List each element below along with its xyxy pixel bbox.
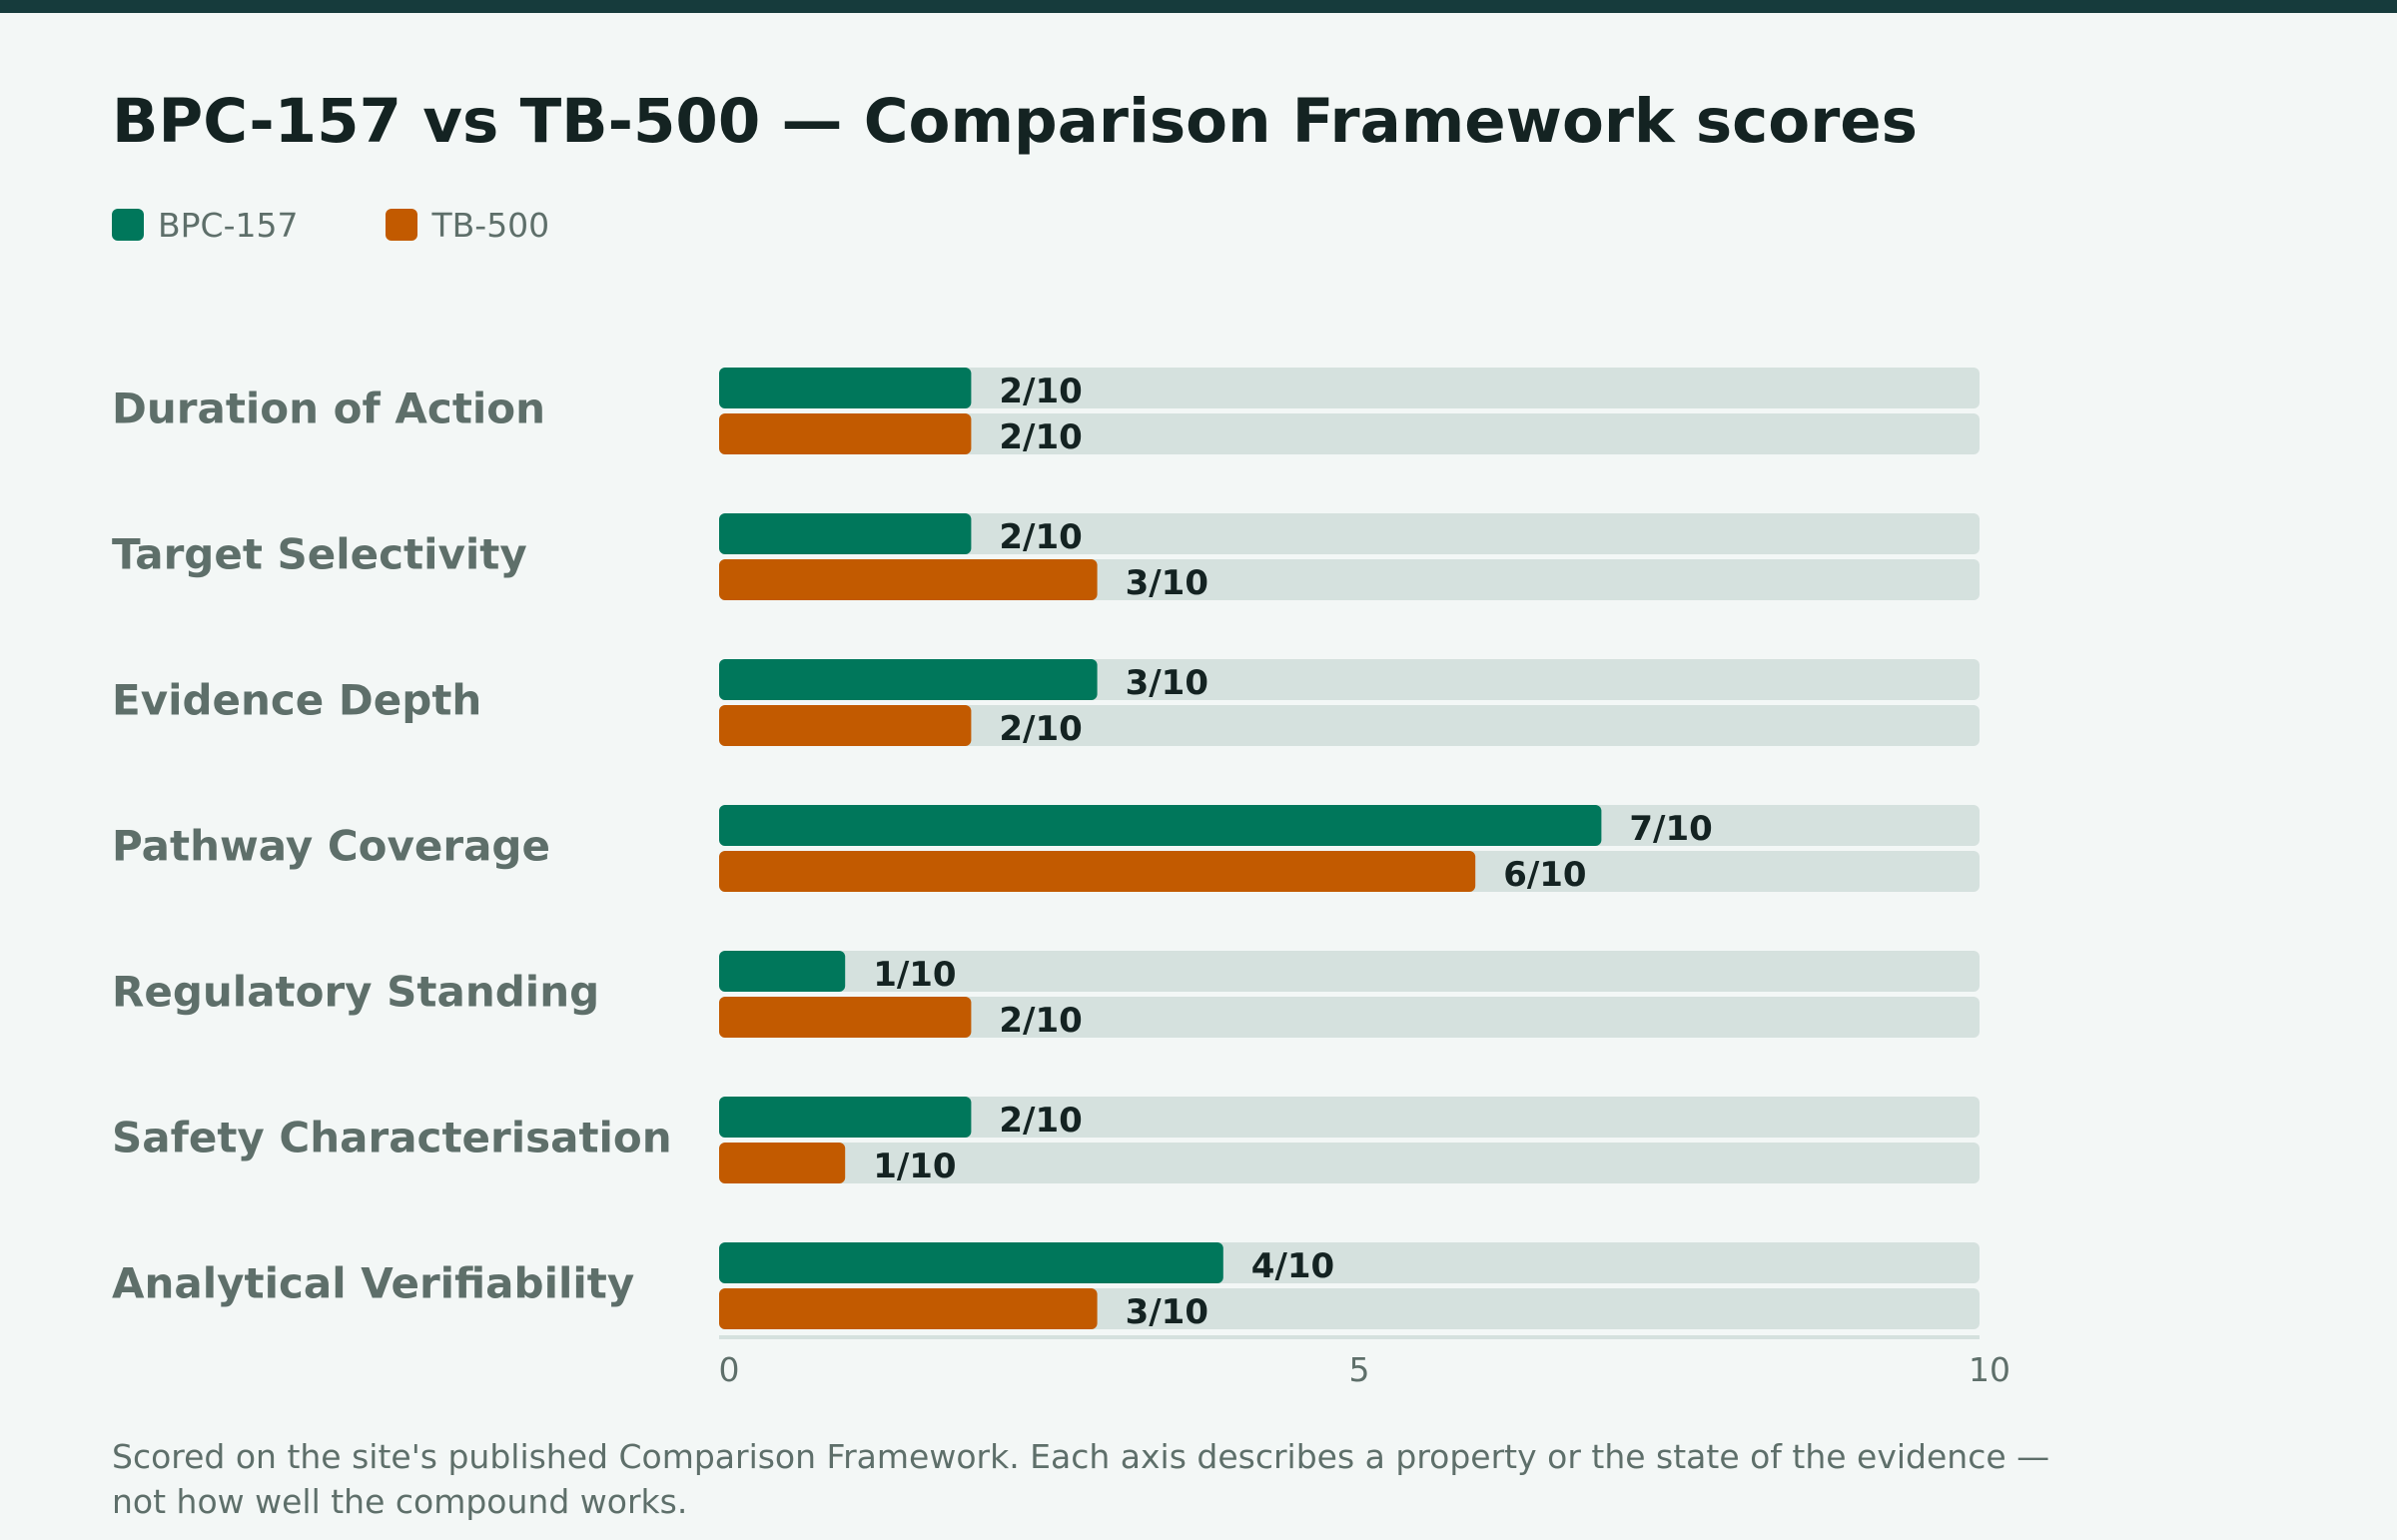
legend-label-bpc157: BPC-157 <box>158 205 299 245</box>
category-label: Target Selectivity <box>112 530 527 579</box>
bar-track <box>719 951 1980 992</box>
legend-item-bpc157: BPC-157 <box>112 206 298 245</box>
category-label: Pathway Coverage <box>112 822 550 871</box>
x-tick-label: 5 <box>1349 1350 1370 1389</box>
x-tick-label: 10 <box>1969 1350 2010 1389</box>
bar-tb500 <box>719 705 972 746</box>
x-tick-label: 0 <box>719 1350 740 1389</box>
category-label: Regulatory Standing <box>112 968 599 1017</box>
bar-tb500 <box>719 851 1476 892</box>
category-label: Analytical Verifiability <box>112 1259 634 1308</box>
bar-tb500 <box>719 1288 1098 1329</box>
legend-label-tb500: TB-500 <box>431 205 550 245</box>
bar-tb500 <box>719 1143 846 1183</box>
bar-track <box>719 1143 1980 1183</box>
bar-track <box>719 513 1980 554</box>
legend-swatch-bpc157 <box>112 209 144 241</box>
data-label: 4/10 <box>1251 1246 1334 1286</box>
category-label: Evidence Depth <box>112 676 481 725</box>
top-accent-bar <box>0 0 2397 13</box>
bar-tb500 <box>719 559 1098 600</box>
bar-track <box>719 1097 1980 1138</box>
bar-track <box>719 413 1980 454</box>
bar-track <box>719 368 1980 408</box>
data-label: 2/10 <box>999 1101 1082 1141</box>
data-label: 3/10 <box>1126 663 1208 703</box>
bar-tb500 <box>719 413 972 454</box>
bar-bpc157 <box>719 1097 972 1138</box>
bar-tb500 <box>719 997 972 1038</box>
data-label: 2/10 <box>999 1001 1082 1041</box>
category-label: Duration of Action <box>112 385 545 433</box>
chart-title: BPC-157 vs TB-500 — Comparison Framework… <box>112 86 1918 157</box>
bar-bpc157 <box>719 1242 1223 1283</box>
data-label: 3/10 <box>1126 563 1208 603</box>
data-label: 6/10 <box>1503 855 1586 895</box>
bar-track <box>719 705 1980 746</box>
bar-bpc157 <box>719 368 972 408</box>
data-label: 2/10 <box>999 372 1082 411</box>
data-label: 2/10 <box>999 417 1082 457</box>
data-label: 2/10 <box>999 517 1082 557</box>
bar-bpc157 <box>719 513 972 554</box>
footnote: Scored on the site's published Compariso… <box>112 1437 2050 1521</box>
bar-bpc157 <box>719 659 1098 700</box>
legend-item-tb500: TB-500 <box>386 206 549 245</box>
legend-swatch-tb500 <box>386 209 418 241</box>
bar-bpc157 <box>719 805 1602 846</box>
bar-track <box>719 997 1980 1038</box>
bar-bpc157 <box>719 951 846 992</box>
data-label: 7/10 <box>1629 809 1712 849</box>
legend: BPC-157 TB-500 <box>112 205 637 245</box>
category-label: Safety Characterisation <box>112 1114 672 1162</box>
data-label: 3/10 <box>1126 1292 1208 1332</box>
data-label: 1/10 <box>873 955 956 995</box>
data-label: 2/10 <box>999 709 1082 749</box>
data-label: 1/10 <box>873 1147 956 1186</box>
